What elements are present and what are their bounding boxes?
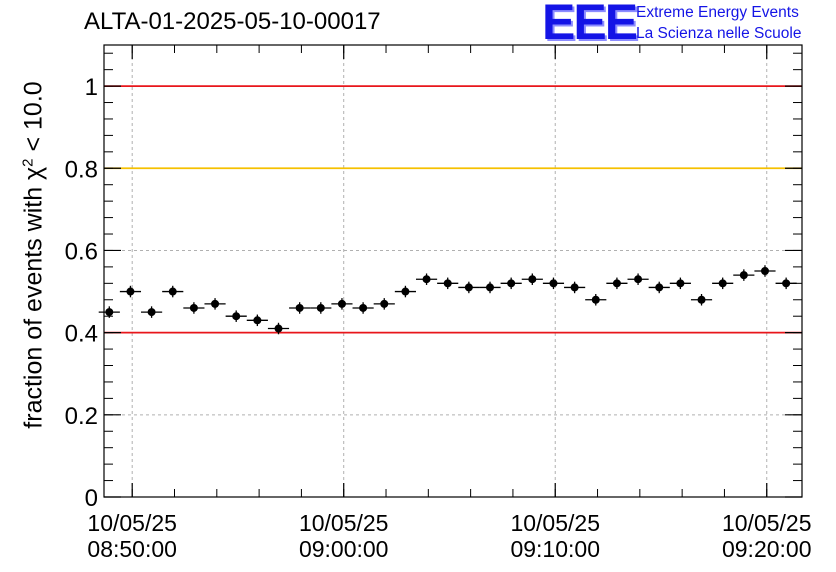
data-point — [415, 273, 438, 285]
data-marker — [464, 283, 473, 292]
data-marker — [211, 299, 220, 308]
data-marker — [570, 283, 579, 292]
data-marker — [359, 303, 368, 312]
data-marker — [718, 279, 727, 288]
data-marker — [422, 275, 431, 284]
y-axis-label-text: fraction of events with — [19, 186, 48, 429]
data-point — [373, 298, 395, 310]
data-marker — [443, 279, 452, 288]
plot-frame — [103, 44, 803, 498]
y-tick-label: 0.8 — [65, 156, 98, 183]
y-axis-label-sup: 2 — [19, 158, 37, 167]
x-tick-label-date: 10/05/25 — [87, 510, 177, 536]
x-tick-label-time: 09:20:00 — [722, 536, 812, 562]
data-marker — [507, 279, 516, 288]
logo-line-1: Extreme Energy Events — [636, 4, 799, 21]
data-point — [352, 302, 374, 314]
eee-logo: EEE Extreme Energy Events La Scienza nel… — [542, 0, 836, 50]
data-point — [225, 310, 247, 322]
data-marker — [295, 303, 304, 312]
data-marker — [105, 308, 114, 317]
data-marker — [232, 312, 241, 321]
data-marker — [316, 303, 325, 312]
data-point — [585, 294, 607, 306]
eee-logo-mark: EEE — [542, 0, 638, 50]
y-axis: 0 0.2 0.4 0.6 0.8 1 — [65, 52, 802, 512]
data-marker — [337, 299, 346, 308]
y-tick-label: 0 — [85, 485, 98, 512]
y-axis-label-cut: < 10.0 — [19, 81, 48, 159]
data-marker — [697, 295, 706, 304]
y-tick-label: 0.2 — [65, 403, 98, 430]
data-marker — [655, 283, 664, 292]
x-tick-label-date: 10/05/25 — [299, 510, 389, 536]
data-points — [98, 265, 797, 335]
x-tick-label-time: 09:10:00 — [510, 536, 600, 562]
data-marker — [126, 287, 135, 296]
data-point — [648, 281, 670, 294]
data-marker — [528, 275, 537, 284]
data-marker — [739, 271, 748, 280]
y-tick-label: 1 — [85, 74, 98, 101]
grid — [104, 45, 802, 497]
data-point — [437, 277, 459, 290]
data-point — [141, 306, 163, 318]
reference-lines — [104, 85, 802, 334]
y-tick-label: 0.4 — [65, 321, 98, 348]
data-marker — [760, 267, 769, 275]
data-marker — [591, 295, 600, 304]
data-marker — [486, 283, 495, 292]
data-point — [479, 281, 501, 294]
logo-line-2: La Scienza nelle Scuole — [636, 25, 802, 42]
data-marker — [676, 279, 685, 288]
data-marker — [380, 299, 389, 308]
y-axis-label: fraction of events with χ2 < 10.0 — [19, 81, 48, 428]
y-axis-label-chi: χ — [19, 166, 48, 180]
data-point — [98, 306, 120, 318]
data-point — [606, 277, 628, 290]
data-point — [627, 273, 649, 285]
data-point — [690, 294, 713, 306]
chart-title: ALTA-01-2025-05-10-00017 — [84, 8, 381, 35]
data-point — [500, 277, 522, 290]
data-marker — [253, 316, 262, 325]
data-point — [733, 269, 755, 281]
data-point — [119, 285, 142, 298]
data-point — [162, 285, 184, 298]
data-marker — [634, 275, 643, 284]
data-marker — [189, 303, 198, 312]
data-point — [754, 265, 776, 277]
data-point — [310, 302, 332, 314]
data-marker — [401, 287, 410, 296]
data-marker — [147, 308, 156, 317]
data-marker — [782, 279, 791, 288]
data-marker — [549, 279, 558, 288]
data-marker — [274, 324, 283, 333]
data-point — [669, 277, 691, 290]
data-point — [267, 322, 290, 335]
x-tick-label-time: 08:50:00 — [87, 536, 177, 562]
data-marker — [612, 279, 621, 288]
data-point — [183, 302, 205, 314]
data-point — [246, 314, 268, 327]
data-point — [394, 285, 416, 298]
data-point — [289, 302, 311, 314]
x-tick-label-date: 10/05/25 — [722, 510, 812, 536]
data-point — [331, 298, 353, 310]
data-marker — [168, 287, 177, 296]
data-point — [542, 277, 565, 290]
data-point — [564, 281, 586, 294]
x-tick-label-time: 09:00:00 — [299, 536, 389, 562]
x-tick-label-date: 10/05/25 — [510, 510, 600, 536]
y-tick-label: 0.6 — [65, 238, 98, 265]
data-point — [521, 273, 543, 285]
data-point — [712, 277, 734, 290]
data-point — [204, 298, 226, 310]
x-axis: 10/05/2508:50:0010/05/2509:00:0010/05/25… — [87, 45, 812, 562]
data-point — [458, 281, 480, 294]
